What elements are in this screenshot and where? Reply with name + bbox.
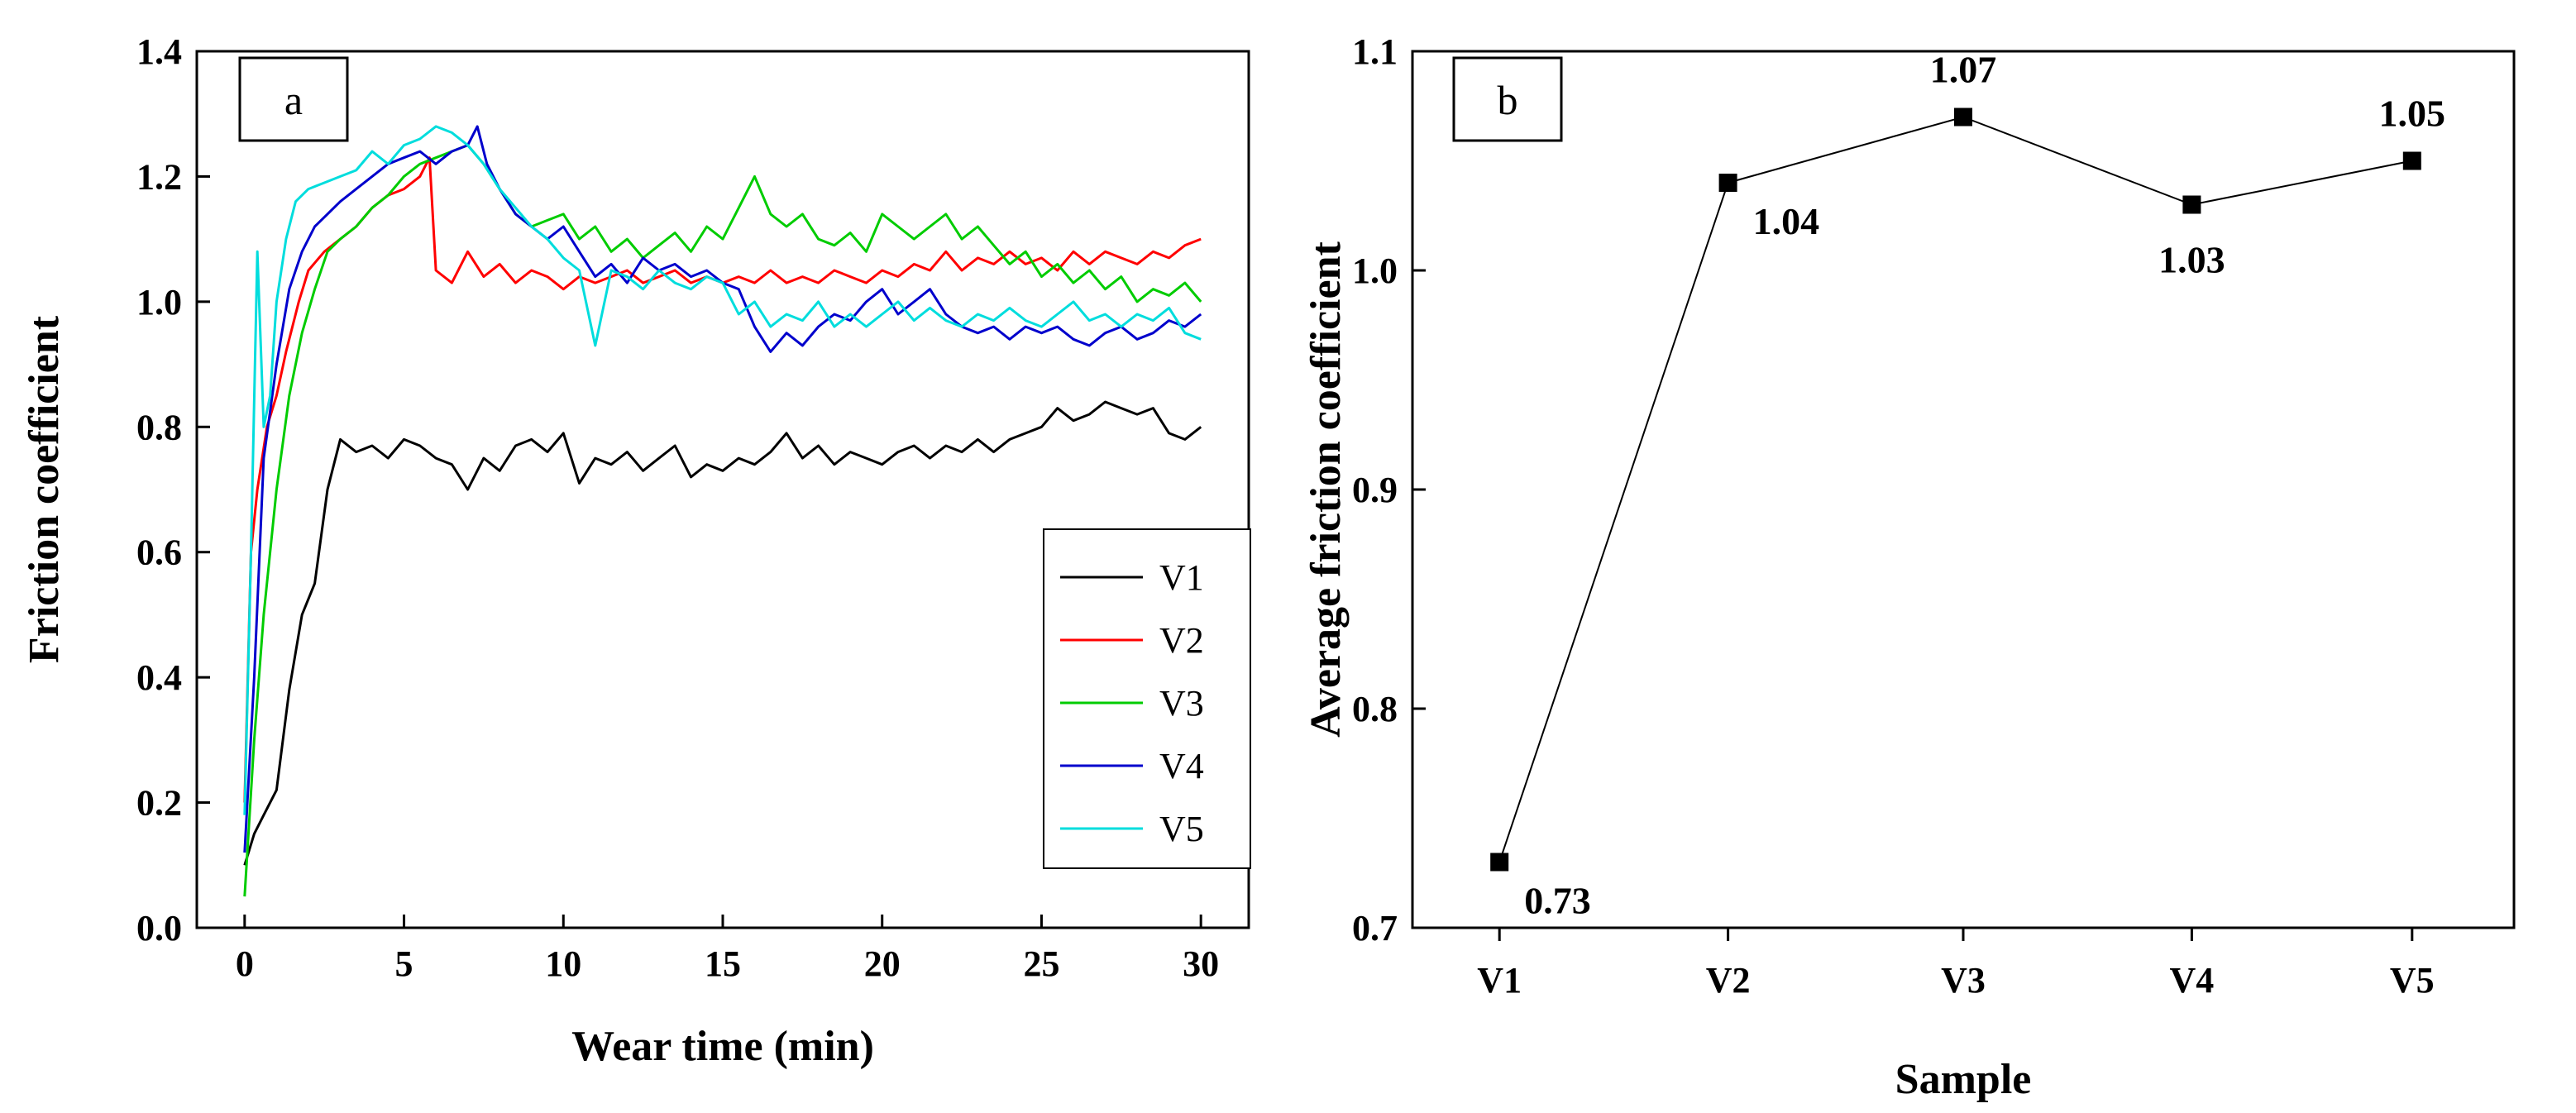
- panel-a-label-frame: [238, 56, 349, 142]
- panel-b-ticks: 0.7 0.8 0.9 1.0 1.1 V1 V2 V3 V4 V5: [1352, 31, 2435, 1001]
- panel-a-label: a: [284, 77, 303, 123]
- legend-label-v2: V2: [1159, 620, 1204, 661]
- panel-b-x-tick-label: V1: [1477, 960, 1522, 1001]
- panel-a-legend: V1 V2 V3 V4 V5: [1043, 528, 1251, 869]
- panel-b-average-friction: 0.7 0.8 0.9 1.0 1.1 V1 V2 V3 V4 V5 0.73 1.04 1.07 1.…: [1302, 31, 2516, 1103]
- data-point-v1: [1490, 853, 1509, 872]
- panel-b-data-labels: 0.73 1.04 1.07 1.03 1.05: [1524, 49, 2445, 922]
- panel-a-y-tick-label: 1.0: [136, 282, 182, 322]
- data-label-v5: 1.05: [2379, 93, 2446, 135]
- panel-a-x-tick-label: 10: [545, 943, 581, 984]
- panel-b-y-tick-label: 0.9: [1352, 470, 1398, 510]
- panel-a-x-tick-label: 20: [864, 943, 901, 984]
- data-label-v3: 1.07: [1930, 49, 1997, 91]
- panel-b-markers: [1490, 107, 2421, 872]
- legend-label-v5: V5: [1159, 809, 1204, 849]
- panel-a-x-tick-label: 5: [395, 943, 413, 984]
- series-line-v5: [243, 125, 1202, 815]
- panel-b-y-tick-label: 0.8: [1352, 689, 1398, 729]
- panel-b-plot-frame: [1411, 50, 2516, 929]
- panel-b-y-tick-label: 0.7: [1352, 908, 1398, 948]
- panel-a-label-box: a: [238, 56, 349, 142]
- panel-a-y-tick-label: 0.8: [136, 407, 182, 447]
- data-point-v4: [2182, 195, 2201, 214]
- data-point-v2: [1718, 174, 1737, 192]
- data-label-v4: 1.03: [2158, 239, 2225, 281]
- panel-a-y-tick-label: 0.4: [136, 657, 182, 698]
- legend-label-v4: V4: [1159, 746, 1204, 786]
- panel-b-x-tick-label: V5: [2390, 960, 2435, 1001]
- panel-a-y-axis-title: Friction coefficient: [21, 315, 68, 663]
- data-label-v1: 0.73: [1524, 880, 1591, 922]
- panel-a-y-tick-label: 1.4: [136, 31, 182, 72]
- panel-b-y-axis-title: Average friction coefficient: [1302, 241, 1350, 738]
- data-point-v5: [2402, 151, 2421, 170]
- panel-b-x-axis-title: Sample: [1895, 1056, 2032, 1103]
- data-label-v2: 1.04: [1753, 200, 1820, 242]
- panel-b-label: b: [1498, 77, 1518, 123]
- legend-label-v3: V3: [1159, 683, 1204, 724]
- panel-a-x-tick-label: 0: [236, 943, 254, 984]
- series-line-v4: [243, 125, 1202, 853]
- panel-a-y-tick-label: 0.0: [136, 908, 182, 948]
- panel-b-x-tick-label: V4: [2170, 960, 2215, 1001]
- panel-a-plot-frame: [195, 50, 1250, 929]
- panel-a-x-tick-label: 30: [1183, 943, 1219, 984]
- data-point-v3: [1954, 107, 1972, 127]
- panel-a-series-lines: [243, 125, 1202, 897]
- panel-b-x-tick-label: V2: [1706, 960, 1751, 1001]
- panel-b-label-box: b: [1452, 56, 1563, 142]
- legend-label-v1: V1: [1159, 557, 1204, 598]
- panel-a-friction-vs-time: 0.0 0.2 0.4 0.6 0.8 1.0 1.2 1.4 0 5 10 15 20 25 30 a V…: [21, 31, 1251, 1070]
- legend-frame: [1043, 528, 1251, 869]
- panel-a-x-tick-label: 25: [1023, 943, 1059, 984]
- panel-b-label-frame: [1452, 56, 1563, 142]
- panel-b-series-line: [1498, 116, 2412, 862]
- series-line-v1: [243, 400, 1202, 866]
- panel-a-y-tick-label: 0.2: [136, 783, 182, 824]
- panel-a-y-tick-label: 0.6: [136, 533, 182, 573]
- panel-b-x-tick-label: V3: [1941, 960, 1986, 1001]
- panel-a-x-axis-title: Wear time (min): [571, 1023, 874, 1070]
- panel-a-y-tick-label: 1.2: [136, 156, 182, 197]
- panel-a-ticks: 0.0 0.2 0.4 0.6 0.8 1.0 1.2 1.4 0 5 10 15 20 25 30: [136, 31, 1219, 984]
- series-line-v3: [243, 144, 1202, 897]
- panel-a-x-tick-label: 15: [705, 943, 741, 984]
- panel-b-y-tick-label: 1.1: [1352, 31, 1398, 72]
- panel-b-y-tick-label: 1.0: [1352, 251, 1398, 291]
